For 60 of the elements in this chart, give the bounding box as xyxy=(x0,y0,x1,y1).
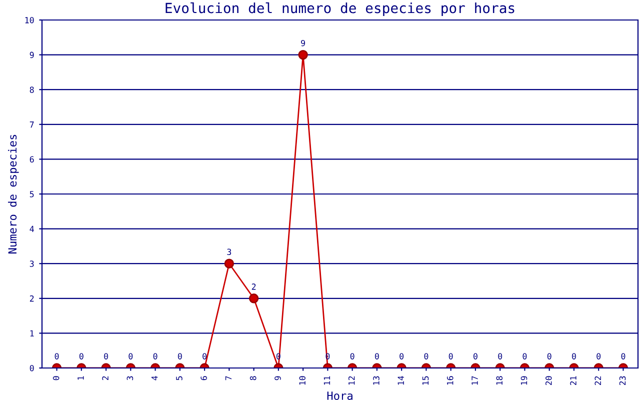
x-tick-label: 22 xyxy=(594,376,601,386)
y-tick-label: 3 xyxy=(30,260,34,267)
data-label: 0 xyxy=(400,353,404,360)
data-label: 0 xyxy=(202,353,207,360)
x-tick-label: 4 xyxy=(152,376,158,380)
y-tick-label: 4 xyxy=(30,226,34,232)
x-tick-label: 1 xyxy=(78,376,84,380)
x-tick-label: 18 xyxy=(496,376,503,385)
data-label: 0 xyxy=(448,353,453,360)
y-tick-label: 10 xyxy=(25,17,34,24)
x-tick-label: 10 xyxy=(299,376,306,385)
data-label: 0 xyxy=(522,353,527,360)
x-tick-label: 15 xyxy=(422,376,429,385)
data-label: 0 xyxy=(350,353,354,360)
data-label: 0 xyxy=(104,353,108,360)
data-label: 0 xyxy=(572,353,576,360)
data-label: 9 xyxy=(301,40,305,46)
x-tick-label: 9 xyxy=(274,376,281,380)
data-label: 0 xyxy=(79,353,84,360)
x-tick-label: 23 xyxy=(619,376,626,386)
x-tick-label: 19 xyxy=(520,376,528,385)
y-tick-label: 5 xyxy=(30,191,34,198)
y-tick-label: 0 xyxy=(30,365,34,372)
data-label: 0 xyxy=(473,353,478,360)
chart-title: Evolucion del numero de especies por horas xyxy=(166,2,514,16)
data-label: 0 xyxy=(128,353,133,360)
y-tick-label: 8 xyxy=(30,86,34,93)
x-tick-label: 5 xyxy=(176,376,182,380)
data-label: 0 xyxy=(374,353,379,360)
data-label: 0 xyxy=(498,353,502,360)
y-tick-label: 9 xyxy=(30,52,34,58)
x-tick-label: 20 xyxy=(545,376,552,386)
y-axis-title: Numero de especies xyxy=(8,134,19,254)
x-tick-label: 0 xyxy=(52,376,60,380)
data-label: 0 xyxy=(596,353,601,360)
x-tick-label: 12 xyxy=(348,376,355,385)
x-tick-label: 14 xyxy=(398,376,404,385)
x-tick-label: 6 xyxy=(200,376,207,380)
data-label: 0 xyxy=(178,353,182,360)
x-tick-label: 16 xyxy=(446,376,454,385)
y-tick-label: 7 xyxy=(30,122,34,128)
data-label: 3 xyxy=(227,248,232,256)
y-tick-label: 1 xyxy=(30,330,34,336)
data-label: 0 xyxy=(424,353,428,360)
x-tick-label: 7 xyxy=(225,376,232,380)
data-label: 0 xyxy=(153,353,158,360)
x-tick-label: 13 xyxy=(373,376,380,385)
data-label: 0 xyxy=(621,353,626,360)
x-tick-label: 8 xyxy=(250,376,256,380)
x-axis-title: Hora xyxy=(327,392,352,400)
data-label: 0 xyxy=(54,353,59,360)
x-tick-label: 2 xyxy=(102,376,108,380)
x-tick-label: 3 xyxy=(126,376,134,380)
data-label: 2 xyxy=(252,284,256,290)
x-tick-label: 11 xyxy=(324,376,330,385)
y-tick-label: 6 xyxy=(30,156,34,163)
x-tick-label: 17 xyxy=(472,376,478,385)
data-label: 0 xyxy=(547,353,552,360)
y-tick-label: 2 xyxy=(30,295,34,302)
x-tick-label: 21 xyxy=(570,376,576,386)
